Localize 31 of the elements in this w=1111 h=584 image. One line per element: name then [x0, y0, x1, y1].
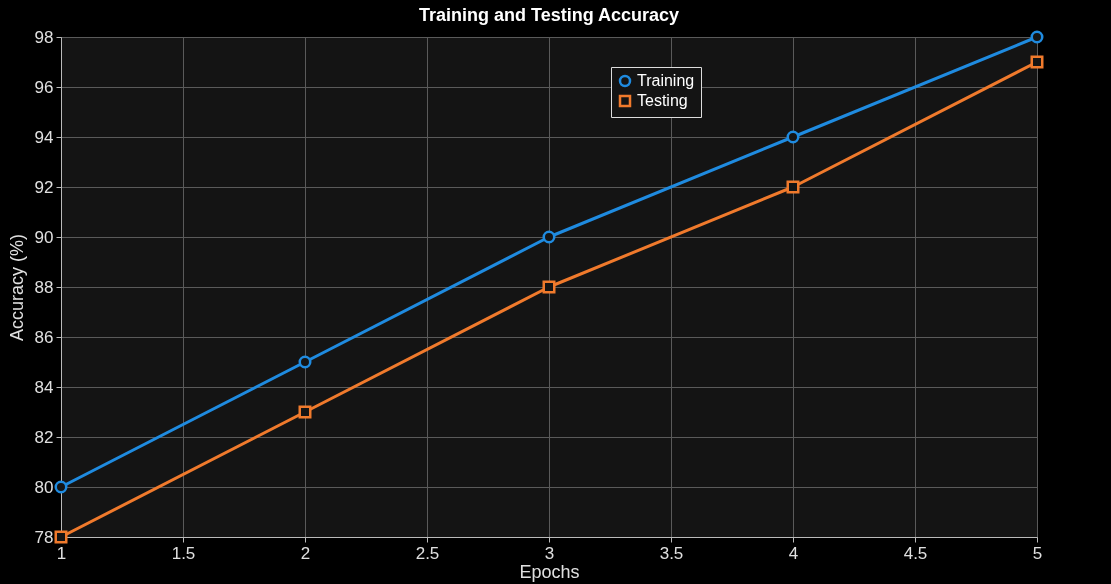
- x-tick-label: 1: [56, 543, 67, 563]
- y-tick-label: 78: [34, 527, 54, 547]
- legend-label: Training: [637, 72, 695, 89]
- y-tick-label: 96: [34, 77, 54, 97]
- y-tick-label: 84: [34, 377, 54, 397]
- x-tick-label: 2.5: [415, 543, 440, 563]
- legend-label: Testing: [637, 92, 688, 109]
- y-tick-label: 94: [34, 127, 54, 147]
- y-tick-label: 86: [34, 327, 54, 347]
- x-axis-title: Epochs: [519, 561, 580, 582]
- y-tick-label: 98: [34, 27, 54, 47]
- x-tick-label: 3.5: [659, 543, 684, 563]
- y-tick-label: 90: [34, 227, 54, 247]
- point: [542, 230, 556, 244]
- y-tick-label: 92: [34, 177, 54, 197]
- chart-title: Training and Testing Accuracy: [418, 4, 680, 25]
- x-tick-label: 3: [544, 543, 555, 563]
- x-tick-label: 4.5: [903, 543, 928, 563]
- x-tick-label: 2: [300, 543, 311, 563]
- point: [298, 355, 312, 369]
- y-axis-title: Accuracy (%): [6, 233, 27, 342]
- point: [54, 530, 68, 544]
- y-tick-label: 88: [34, 277, 54, 297]
- point: [1030, 30, 1044, 44]
- x-tick-label: 4: [788, 543, 799, 563]
- x-tick-label: 1.5: [171, 543, 196, 563]
- point: [786, 130, 800, 144]
- y-tick-label: 80: [34, 477, 54, 497]
- y-tick-label: 82: [34, 427, 54, 447]
- point: [54, 480, 68, 494]
- x-tick-label: 5: [1032, 543, 1043, 563]
